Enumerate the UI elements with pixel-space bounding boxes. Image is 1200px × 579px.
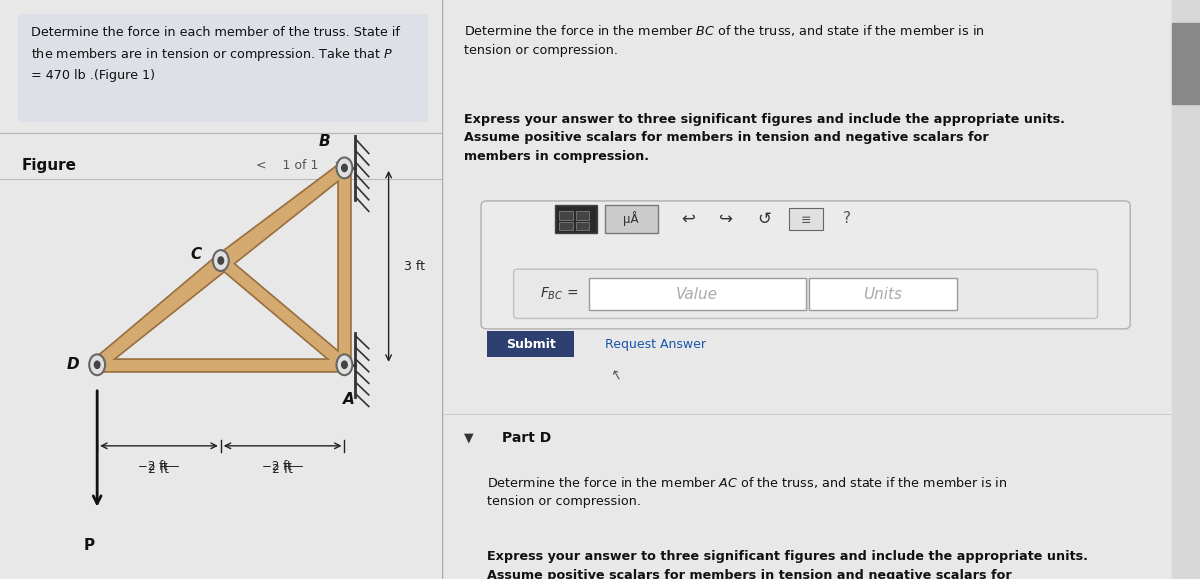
Text: ▼: ▼	[464, 431, 474, 444]
Text: Determine the force in each member of the truss. State if
the members are in ten: Determine the force in each member of th…	[31, 26, 400, 82]
Text: Express your answer to three significant figures and include the appropriate uni: Express your answer to three significant…	[464, 113, 1066, 163]
Text: Part D: Part D	[503, 431, 552, 445]
Bar	[788, 208, 823, 230]
Circle shape	[342, 361, 347, 368]
Text: Submit: Submit	[506, 338, 556, 351]
Text: P: P	[84, 538, 95, 554]
Text: C: C	[191, 247, 202, 262]
Circle shape	[218, 257, 223, 264]
Text: Determine the force in the member $\mathit{AC}$ of the truss, and state if the m: Determine the force in the member $\math…	[487, 475, 1008, 508]
Text: Express your answer to three significant figures and include the appropriate uni: Express your answer to three significant…	[487, 550, 1088, 579]
Text: ?: ?	[844, 211, 851, 226]
Bar	[559, 211, 572, 220]
Text: ↖: ↖	[608, 367, 624, 383]
Text: 3 ft: 3 ft	[404, 260, 425, 273]
Bar	[1172, 23, 1200, 104]
Bar	[809, 278, 956, 310]
Text: −2 ft—: −2 ft—	[262, 460, 304, 473]
Circle shape	[342, 164, 347, 171]
Text: ≡: ≡	[802, 214, 811, 226]
Text: μÅ: μÅ	[623, 211, 640, 226]
Text: A: A	[343, 392, 355, 407]
Bar	[1172, 0, 1200, 579]
Text: Determine the force in the member $\mathit{BC}$ of the truss, and state if the m: Determine the force in the member $\math…	[464, 23, 985, 57]
Bar	[605, 205, 658, 233]
Text: ↩: ↩	[682, 210, 695, 228]
Text: ↪: ↪	[719, 210, 733, 228]
Bar	[576, 222, 589, 230]
Text: 2 ft: 2 ft	[149, 463, 169, 476]
Text: −2 ft—: −2 ft—	[138, 460, 180, 473]
FancyBboxPatch shape	[18, 14, 428, 122]
Circle shape	[89, 354, 106, 375]
FancyBboxPatch shape	[514, 269, 1098, 318]
Text: <    1 of 1    >: < 1 of 1 >	[256, 159, 346, 171]
Text: B: B	[319, 134, 330, 149]
Circle shape	[336, 354, 353, 375]
Circle shape	[95, 361, 100, 368]
FancyBboxPatch shape	[481, 201, 1130, 329]
Text: Units: Units	[864, 287, 902, 302]
Text: Request Answer: Request Answer	[605, 338, 706, 351]
Text: D: D	[66, 357, 79, 372]
Text: 2 ft: 2 ft	[272, 463, 293, 476]
Text: Value: Value	[676, 287, 718, 302]
Circle shape	[336, 157, 353, 178]
Circle shape	[212, 250, 229, 271]
Bar	[589, 278, 805, 310]
Bar	[559, 222, 572, 230]
Bar	[487, 331, 575, 357]
Text: Figure: Figure	[22, 157, 77, 173]
Bar	[576, 211, 589, 220]
Bar	[556, 205, 598, 233]
Text: ↺: ↺	[757, 210, 770, 228]
Text: $F_{BC}$ =: $F_{BC}$ =	[540, 286, 578, 302]
